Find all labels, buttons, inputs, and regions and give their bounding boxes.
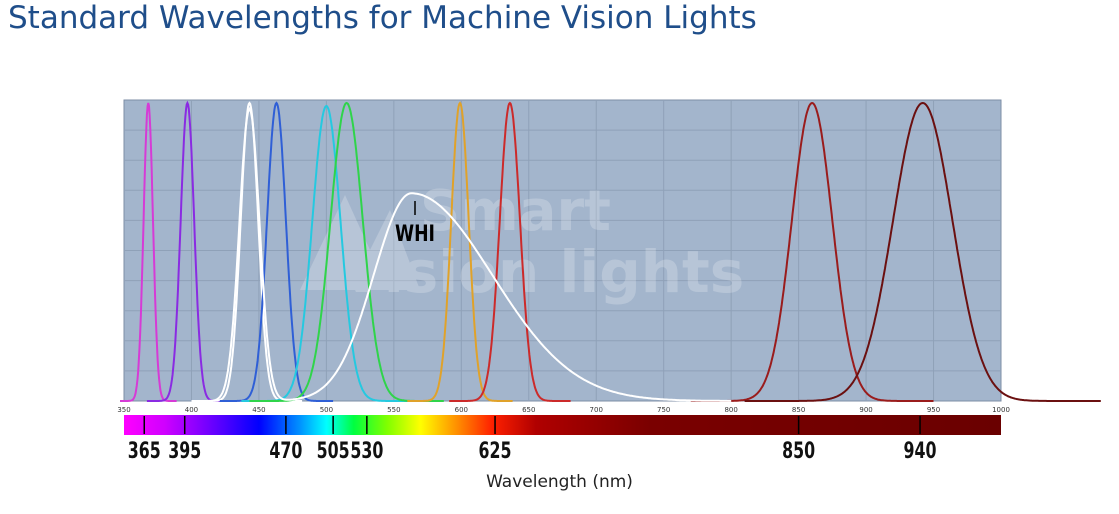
x-tick-label: 750 [657, 406, 670, 414]
spectral-curve-11 [191, 106, 732, 402]
spectral-curves [120, 100, 1101, 402]
x-tick-label: 800 [724, 406, 737, 414]
grid-lines [124, 100, 1001, 401]
x-tick-label: 550 [387, 406, 400, 414]
x-tick-label: 450 [252, 406, 265, 414]
annotation-group: WHI [395, 201, 435, 247]
band-label: 850 [782, 439, 815, 464]
x-axis-label: Wavelength (nm) [486, 472, 633, 492]
x-tick-label: 650 [522, 406, 535, 414]
page-title: Standard Wavelengths for Machine Vision … [8, 0, 757, 36]
band-label: 470 [269, 439, 302, 464]
band-label: 530 [350, 439, 383, 464]
band-label: 395 [168, 439, 201, 464]
x-tick-label: 700 [590, 406, 603, 414]
band-label: 625 [479, 439, 512, 464]
spectral-curve-8 [449, 101, 571, 402]
spectrum-bar [124, 415, 1001, 435]
x-tick-label: 600 [455, 406, 468, 414]
band-label: 940 [904, 439, 937, 464]
x-tick-label: 950 [927, 406, 940, 414]
x-tick-label: 500 [320, 406, 333, 414]
spectral-curve-4 [219, 101, 334, 402]
watermark-line1: Smart [420, 179, 611, 244]
x-tick-label: 850 [792, 406, 805, 414]
watermark-line2: Vision lights [340, 238, 744, 306]
x-tick-label: 1000 [992, 406, 1010, 414]
band-label: 505 [317, 439, 350, 464]
spectral-curve-1 [120, 102, 177, 402]
band-markers: 365 395 470 505 530 625 850 940 [128, 416, 937, 464]
spectral-curve-7 [407, 101, 513, 402]
x-tick-label: 900 [859, 406, 872, 414]
band-label: 365 [128, 439, 161, 464]
x-tick-labels: 350 400 450 500 550 600 650 700 750 800 850 900 950 1… [117, 406, 1010, 414]
x-tick-label: 400 [185, 406, 198, 414]
spectral-curve-10 [744, 101, 1101, 402]
x-tick-label: 350 [117, 406, 130, 414]
annotation-label: WHI [395, 222, 435, 247]
